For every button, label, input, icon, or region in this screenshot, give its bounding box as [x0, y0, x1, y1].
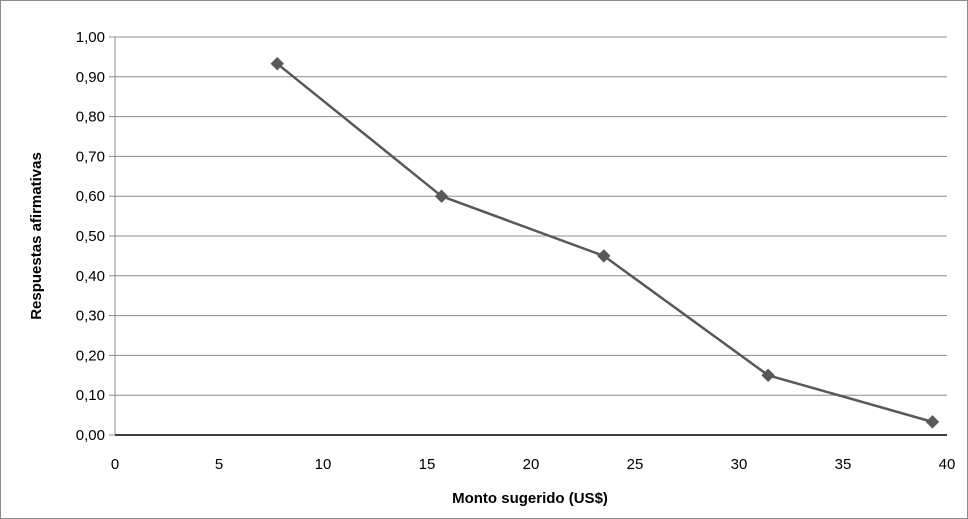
y-tick-label: 0,40	[76, 268, 105, 285]
y-tick-label: 1,00	[76, 29, 105, 46]
x-tick-label: 10	[315, 456, 332, 473]
x-axis-title: Monto sugerido (US$)	[452, 490, 608, 507]
y-tick-label: 0,70	[76, 148, 105, 165]
y-tick-label: 0,50	[76, 228, 105, 245]
y-tick-label: 0,20	[76, 347, 105, 364]
data-point-marker	[434, 189, 449, 203]
y-tick-label: 0,30	[76, 308, 105, 325]
y-tick-labels: 0,00 0,10 0,20 0,30 0,40 0,50 0,60 0,70 0,80 0,90…	[76, 29, 105, 444]
data-point-marker	[270, 56, 284, 71]
series-group	[270, 56, 940, 429]
gridlines	[115, 36, 947, 396]
data-point-marker	[597, 249, 611, 263]
x-tick-label: 15	[419, 456, 436, 473]
y-tick-label: 0,90	[76, 69, 105, 86]
x-tick-label: 25	[627, 456, 644, 473]
x-tick-label: 35	[835, 456, 852, 473]
y-tick-label: 0,60	[76, 188, 105, 205]
y-tick-label: 0,00	[76, 427, 105, 444]
data-point-marker	[925, 415, 940, 429]
x-tick-label: 40	[939, 456, 956, 473]
data-point-marker	[761, 368, 775, 383]
x-tick-labels: 0 5 10 15 20 25 30 35 40	[111, 456, 956, 473]
x-tick-label: 20	[523, 456, 540, 473]
y-tick-label: 0,80	[76, 109, 105, 126]
x-tick-label: 0	[111, 456, 119, 473]
x-tick-label: 30	[731, 456, 748, 473]
y-axis-title: Respuestas afirmativas	[28, 152, 45, 320]
x-tick-label: 5	[215, 456, 223, 473]
axes	[109, 36, 947, 436]
y-tick-label: 0,10	[76, 387, 105, 404]
series-line	[276, 62, 933, 424]
